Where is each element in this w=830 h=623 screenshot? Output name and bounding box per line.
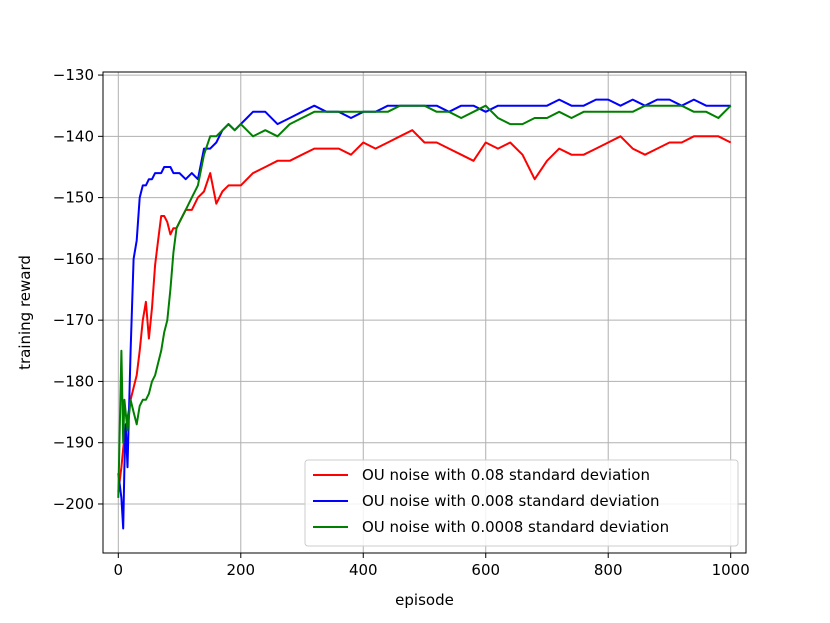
legend-label-2: OU noise with 0.008 standard deviation [362,492,660,510]
series-line-3 [117,104,732,498]
x-tick-label: 0 [114,561,124,579]
y-tick-label: −140 [53,127,94,145]
legend-label-3: OU noise with 0.0008 standard deviation [362,518,669,536]
y-tick-label: −200 [53,495,94,513]
legend-box [304,459,739,547]
x-tick-label: 800 [594,561,623,579]
x-axis-label: episode [395,591,454,609]
x-tick-label: 600 [471,561,500,579]
series-layer [117,98,732,530]
y-tick-label: −170 [53,311,94,329]
x-tick-label: 400 [349,561,378,579]
x-tick-label: 200 [226,561,255,579]
y-tick-label: −190 [53,434,94,452]
y-tick-label: −150 [53,189,94,207]
y-tick-label: −160 [53,250,94,268]
plot-frame [102,71,747,554]
x-tick-label: 1000 [712,561,750,579]
legend: OU noise with 0.08 standard deviation OU … [304,459,739,547]
series-line-1 [117,129,732,492]
y-axis-label: training reward [16,255,34,370]
y-tick-label: −180 [53,372,94,390]
ticks: 0 200 400 600 800 1000 −130 −140 −150 −160 −170 −18… [53,66,750,579]
series-line-2 [117,98,731,530]
legend-label-1: OU noise with 0.08 standard deviation [362,466,650,484]
y-tick-label: −130 [53,66,94,84]
